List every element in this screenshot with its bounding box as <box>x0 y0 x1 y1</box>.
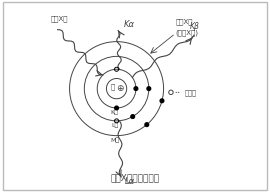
Text: M殻: M殻 <box>110 137 119 143</box>
Text: Kβ: Kβ <box>190 22 200 31</box>
Text: (固有X線): (固有X線) <box>176 30 198 36</box>
Text: 蛍光X線: 蛍光X線 <box>176 19 193 25</box>
Text: 蛍光X線の発生原理: 蛍光X線の発生原理 <box>110 174 160 183</box>
Text: 入射X線: 入射X線 <box>50 16 68 22</box>
Text: Lα: Lα <box>125 177 135 186</box>
Text: 核: 核 <box>111 84 115 90</box>
Circle shape <box>145 123 148 127</box>
Text: ⊕: ⊕ <box>116 84 124 93</box>
Circle shape <box>160 99 164 103</box>
Circle shape <box>147 87 151 90</box>
Circle shape <box>115 106 119 110</box>
Circle shape <box>134 87 138 90</box>
Text: K殻: K殻 <box>111 110 119 115</box>
Circle shape <box>131 115 134 118</box>
Text: L殻: L殻 <box>111 123 118 128</box>
Text: 光電子: 光電子 <box>184 89 196 96</box>
Text: Kα: Kα <box>124 20 135 29</box>
